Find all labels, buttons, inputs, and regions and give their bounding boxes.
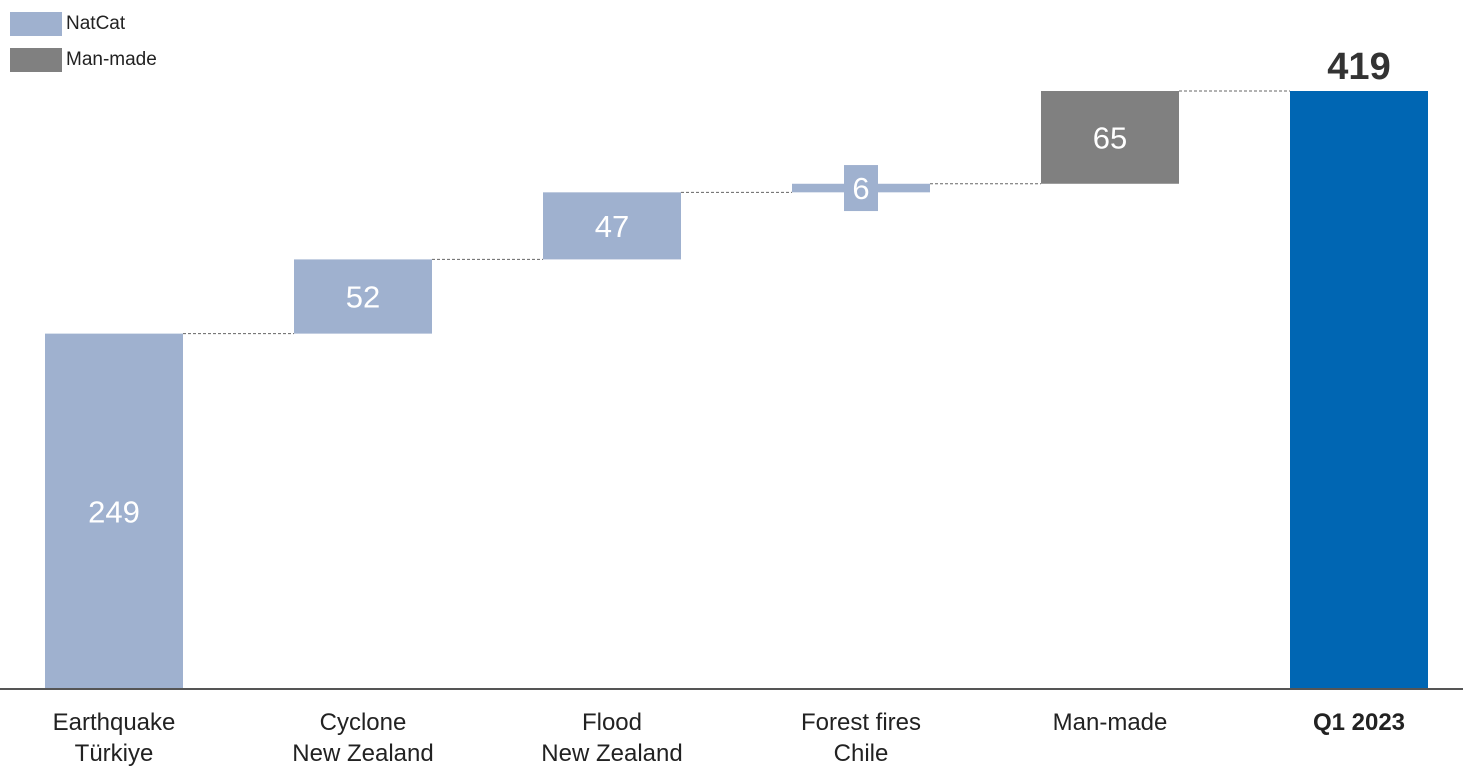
value-label: 52 bbox=[346, 280, 380, 315]
value-label: 6 bbox=[852, 171, 869, 206]
value-label: 249 bbox=[88, 494, 140, 529]
legend-swatch-natcat bbox=[10, 12, 62, 36]
category-label: Q1 2023 bbox=[1313, 709, 1405, 736]
category-label: Flood New Zealand bbox=[541, 709, 682, 767]
category-label: Cyclone New Zealand bbox=[292, 709, 433, 767]
legend-label-man-made: Man-made bbox=[66, 49, 157, 70]
legend-item-natcat: NatCat bbox=[10, 10, 157, 38]
bar-natcat bbox=[543, 192, 681, 260]
bar-natcat bbox=[45, 333, 183, 689]
category-label: Man-made bbox=[1053, 709, 1168, 736]
total-value-label: 419 bbox=[1327, 46, 1390, 88]
value-label: 47 bbox=[595, 209, 629, 244]
bar-manmade bbox=[1041, 91, 1179, 184]
value-label: 65 bbox=[1093, 120, 1127, 155]
legend-item-man-made: Man-made bbox=[10, 46, 157, 74]
category-label: Earthquake Türkiye bbox=[53, 709, 176, 767]
value-label-background bbox=[844, 165, 878, 212]
legend: NatCat Man-made bbox=[10, 10, 157, 82]
bar-total bbox=[1290, 91, 1428, 689]
legend-swatch-man-made bbox=[10, 48, 62, 72]
category-label: Forest fires Chile bbox=[801, 709, 921, 767]
legend-label-natcat: NatCat bbox=[66, 13, 126, 34]
bar-natcat bbox=[294, 259, 432, 334]
